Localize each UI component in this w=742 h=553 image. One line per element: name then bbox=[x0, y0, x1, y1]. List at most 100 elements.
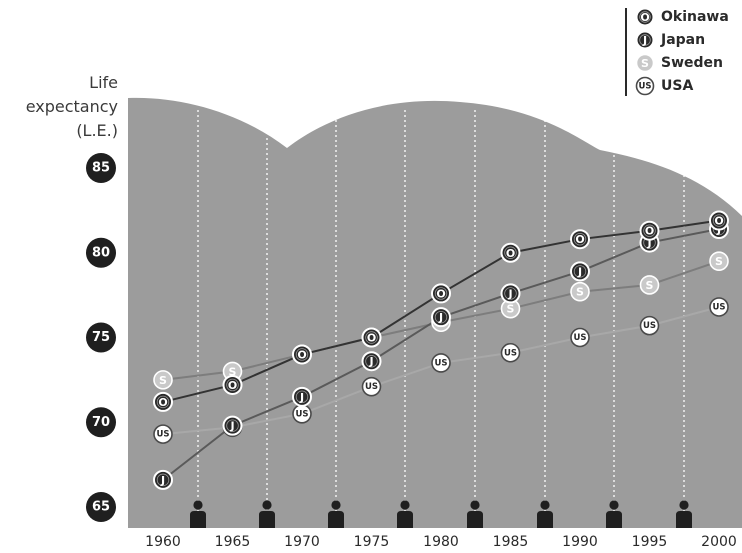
data-point: US bbox=[570, 327, 590, 348]
data-point: O bbox=[709, 210, 729, 231]
marker-inner-ring bbox=[434, 287, 448, 300]
series-markers: USUSUSUSUSUSUSUSUSSSSSSSSSSJJJJJJJJJOOOO… bbox=[153, 210, 729, 490]
marker-letter: J bbox=[438, 311, 443, 324]
y-axis-title-line-3: (L.E.) bbox=[76, 121, 118, 140]
marker-inner-ring bbox=[639, 11, 651, 23]
marker-circle bbox=[570, 327, 590, 348]
marker-inner-ring bbox=[295, 390, 309, 404]
person-head bbox=[400, 500, 410, 510]
marker-letter: J bbox=[577, 265, 582, 278]
data-point: J bbox=[153, 469, 173, 490]
person-icon bbox=[190, 500, 206, 528]
y-tick-label: 80 bbox=[92, 245, 110, 260]
person-body bbox=[676, 511, 692, 528]
person-body bbox=[537, 511, 553, 528]
x-tick-label: 1980 bbox=[423, 534, 459, 550]
marker-circle bbox=[431, 283, 451, 304]
person-icon bbox=[537, 500, 553, 528]
y-axis-title-line-1: Life bbox=[89, 73, 118, 92]
marker-letter: O bbox=[640, 11, 649, 24]
marker-inner-ring bbox=[295, 348, 309, 361]
marker-letter: US bbox=[295, 409, 308, 419]
marker-letter: O bbox=[228, 379, 237, 392]
person-icon bbox=[676, 500, 692, 528]
y-tick-badge bbox=[86, 407, 116, 438]
legend-label: USA bbox=[661, 78, 693, 94]
marker-letter: O bbox=[436, 287, 445, 300]
marker-circle bbox=[635, 76, 655, 96]
marker-inner-ring bbox=[573, 232, 587, 246]
marker-circle bbox=[639, 275, 660, 295]
person-icon bbox=[328, 500, 344, 528]
marker-circle bbox=[709, 297, 729, 317]
marker-letter: O bbox=[575, 233, 584, 246]
marker-letter: J bbox=[642, 34, 647, 47]
marker-inner-ring bbox=[573, 265, 587, 278]
marker-letter: J bbox=[646, 237, 651, 250]
y-axis-title-line-2: expectancy bbox=[26, 97, 118, 116]
marker-inner-ring bbox=[504, 246, 517, 259]
y-tick-label: 65 bbox=[92, 500, 110, 515]
legend-item-okinawa: O Okinawa bbox=[635, 7, 729, 27]
data-point: S bbox=[570, 281, 590, 302]
x-tick-label: 1985 bbox=[493, 534, 529, 550]
data-point: S bbox=[153, 370, 173, 390]
x-tick-label: 2000 bbox=[701, 534, 737, 550]
series-points-okinawa: O O O O O O O O O bbox=[153, 210, 729, 412]
data-point: O bbox=[153, 391, 173, 412]
marker-circle bbox=[570, 229, 590, 250]
marker-letter: S bbox=[159, 374, 167, 387]
marker-letter: J bbox=[229, 420, 234, 433]
data-point: J bbox=[570, 261, 590, 282]
legend-marker: US bbox=[635, 76, 655, 96]
x-tick-label: 1990 bbox=[562, 534, 598, 550]
data-point: US bbox=[709, 297, 729, 317]
marker-circle bbox=[292, 344, 312, 365]
y-axis-ticks: 65 70 75 80 85 bbox=[86, 153, 116, 522]
marker-inner-ring bbox=[226, 378, 239, 392]
marker-circle bbox=[361, 376, 382, 397]
marker-circle bbox=[153, 370, 173, 390]
data-point: O bbox=[570, 229, 590, 250]
marker-letter: US bbox=[504, 348, 517, 358]
marker-letter: US bbox=[156, 430, 169, 440]
y-tick: 80 bbox=[86, 237, 116, 268]
person-head bbox=[609, 500, 619, 510]
marker-letter: S bbox=[646, 279, 654, 292]
data-point: O bbox=[500, 242, 521, 263]
x-tick-label: 1975 bbox=[354, 534, 390, 550]
y-tick-badge bbox=[86, 492, 116, 522]
marker-circle bbox=[361, 351, 382, 372]
y-tick-badge bbox=[86, 322, 116, 353]
person-icon bbox=[467, 500, 483, 528]
person-head bbox=[540, 500, 550, 510]
marker-letter: S bbox=[715, 255, 723, 268]
marker-inner-ring bbox=[365, 331, 378, 344]
person-body bbox=[397, 511, 413, 528]
marker-letter: O bbox=[367, 332, 376, 345]
person-body bbox=[190, 511, 206, 528]
person-icon bbox=[397, 500, 413, 528]
marker-inner-ring bbox=[434, 310, 448, 324]
marker-circle bbox=[431, 307, 451, 328]
person-body bbox=[328, 511, 344, 528]
data-point: O bbox=[361, 327, 382, 348]
marker-letter: J bbox=[160, 474, 165, 487]
data-point: J bbox=[431, 307, 451, 328]
legend: O Okinawa J Japan S Sweden US USA bbox=[625, 7, 729, 96]
marker-letter: J bbox=[507, 287, 512, 300]
marker-inner-ring bbox=[156, 395, 170, 409]
data-point: O bbox=[639, 220, 660, 241]
y-tick: 85 bbox=[86, 153, 116, 183]
person-icons bbox=[190, 500, 692, 528]
legend-item-japan: J Japan bbox=[635, 30, 705, 50]
marker-inner-ring bbox=[639, 34, 651, 46]
y-tick-badge bbox=[86, 237, 116, 268]
data-point: O bbox=[222, 374, 243, 395]
marker-letter: S bbox=[641, 57, 649, 70]
data-point: US bbox=[639, 315, 660, 336]
data-point: S bbox=[709, 251, 729, 272]
marker-inner-ring bbox=[712, 214, 726, 227]
legend-label: Okinawa bbox=[661, 9, 729, 25]
marker-circle bbox=[635, 7, 655, 27]
